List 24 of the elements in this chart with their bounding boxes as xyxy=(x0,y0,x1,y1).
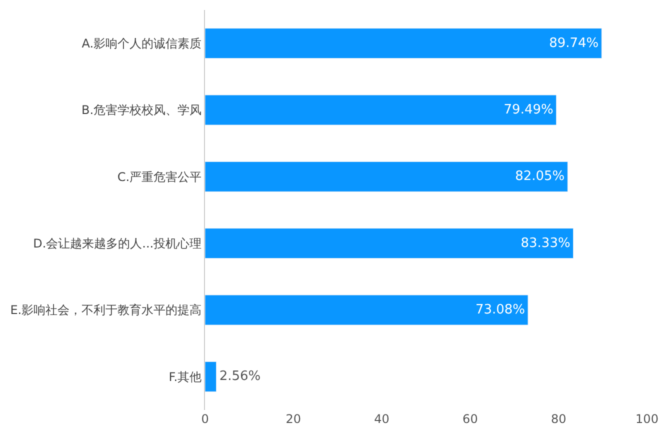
bar xyxy=(205,28,602,59)
data-label: 89.74% xyxy=(549,36,599,51)
bar xyxy=(205,361,217,392)
bar xyxy=(205,294,528,326)
y-tick-label: D.会让越来越多的人...投机心理 xyxy=(33,236,202,251)
data-label: 83.33% xyxy=(520,236,570,251)
bar xyxy=(205,228,574,259)
data-label: 2.56% xyxy=(219,369,261,384)
x-tick-label: 60 xyxy=(462,412,478,426)
bar xyxy=(205,94,557,126)
x-tick-label: 20 xyxy=(286,412,302,426)
data-label: 73.08% xyxy=(475,302,526,318)
y-tick-label: A.影响个人的诚信素质 xyxy=(82,36,202,51)
x-tick-label: 0 xyxy=(201,412,209,426)
y-tick-label: B.危害学校校风、学风 xyxy=(82,103,202,118)
data-label: 79.49% xyxy=(504,102,554,118)
y-tick-label: E.影响社会，不利于教育水平的提高 xyxy=(10,303,202,318)
data-label: 82.05% xyxy=(515,169,565,184)
x-tick-label: 80 xyxy=(550,412,566,426)
x-tick-label: 40 xyxy=(374,412,390,426)
y-tick-label: C.严重危害公平 xyxy=(117,170,202,184)
x-tick-label: 100 xyxy=(636,412,658,426)
y-tick-label: F.其他 xyxy=(168,370,202,384)
bar xyxy=(205,161,568,192)
